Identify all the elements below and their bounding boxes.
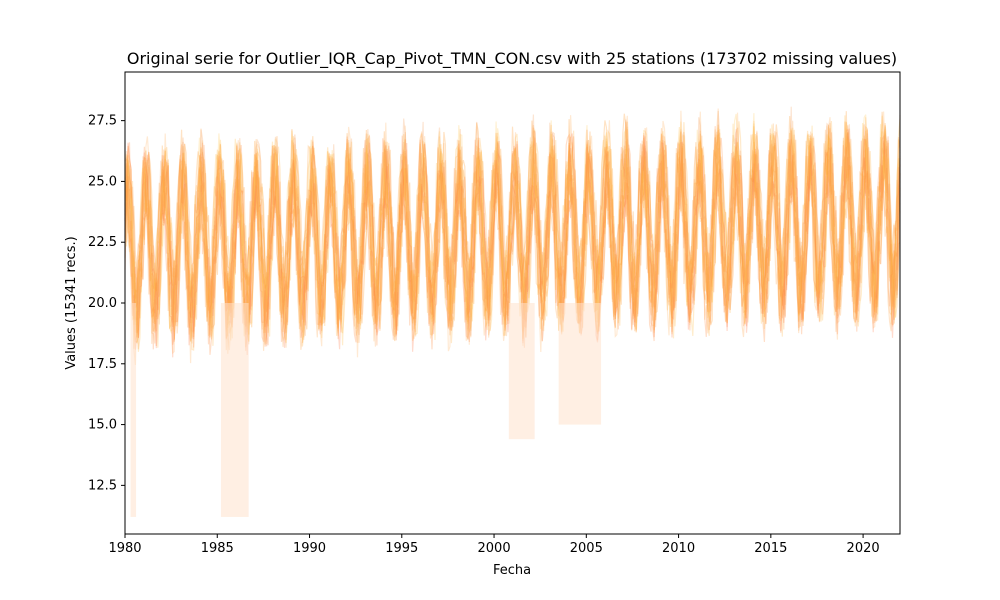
y-tick-label: 20.0 (88, 296, 117, 311)
x-axis: 1980 1985 1990 1995 2000 2005 2010 2015 2020 (108, 534, 880, 556)
x-tick-label: 2010 (662, 541, 695, 556)
series-line (124, 111, 901, 329)
series-line (124, 121, 901, 351)
low-value-band (130, 303, 137, 517)
series-line (124, 120, 901, 344)
y-axis-label: Values (15341 recs.) (64, 236, 79, 369)
series-line (124, 120, 901, 346)
x-tick-label: 1980 (108, 541, 141, 556)
series-line (124, 141, 901, 366)
series-line (124, 124, 901, 337)
x-tick-label: 2020 (847, 541, 880, 556)
x-tick-label: 1995 (385, 541, 418, 556)
series-line (124, 117, 901, 341)
series-layer (124, 106, 901, 517)
y-tick-label: 27.5 (88, 114, 117, 129)
low-value-band (558, 303, 602, 425)
chart-title: Original serie for Outlier_IQR_Cap_Pivot… (127, 49, 897, 69)
x-tick-label: 1990 (293, 541, 326, 556)
series-line (124, 115, 901, 334)
series-line (124, 125, 901, 352)
x-tick-label: 2015 (754, 541, 787, 556)
x-tick-label: 2000 (478, 541, 511, 556)
series-line (124, 134, 901, 358)
x-axis-label: Fecha (493, 563, 531, 578)
series-line (124, 106, 901, 333)
series-line (124, 127, 901, 343)
series-line (124, 122, 901, 350)
low-value-band (508, 303, 535, 440)
series-line (124, 123, 901, 344)
series-line (124, 128, 901, 346)
x-tick-label: 2005 (570, 541, 603, 556)
series-line (124, 125, 901, 354)
y-tick-label: 22.5 (88, 235, 117, 250)
y-tick-label: 17.5 (88, 357, 117, 372)
series-line (124, 127, 901, 349)
y-tick-label: 25.0 (88, 174, 117, 189)
series-line (124, 126, 901, 351)
y-axis: 12.5 15.0 17.5 20.0 22.5 25.0 27.5 (88, 114, 125, 493)
series-line (124, 108, 901, 330)
series-line (124, 124, 901, 345)
series-line (124, 130, 901, 349)
low-value-band (220, 303, 249, 517)
series-line (124, 124, 901, 351)
series-line (124, 121, 901, 340)
y-tick-label: 15.0 (88, 418, 117, 433)
y-tick-label: 12.5 (88, 478, 117, 493)
x-tick-label: 1985 (201, 541, 234, 556)
series-line (124, 113, 901, 341)
series-line (124, 132, 901, 355)
